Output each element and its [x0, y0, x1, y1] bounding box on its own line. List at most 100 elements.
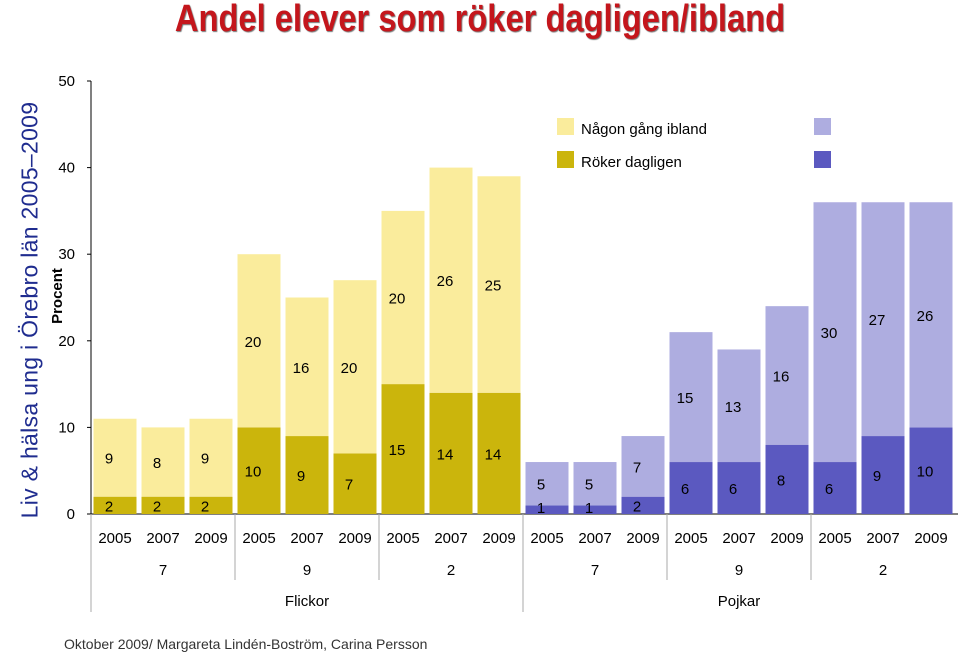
grade-label: 9	[303, 562, 311, 579]
data-label-sometimes: 20	[389, 291, 406, 308]
year-label: 2005	[386, 530, 419, 547]
bar-daily	[429, 392, 473, 514]
year-label: 2009	[338, 530, 371, 547]
bar-sometimes	[93, 418, 137, 497]
chart-title: Andel elever som röker dagligen/ibland	[174, 0, 786, 40]
bar-sometimes	[813, 202, 857, 463]
year-label: 2007	[290, 530, 323, 547]
legend-label: Röker dagligen	[581, 154, 682, 171]
data-label-daily: 15	[389, 442, 406, 459]
year-label: 2005	[98, 530, 131, 547]
year-label: 2009	[194, 530, 227, 547]
data-label-sometimes: 15	[677, 390, 694, 407]
bar-daily	[93, 496, 137, 514]
bar-sometimes	[717, 349, 761, 463]
bar-daily	[285, 436, 329, 514]
bar-sometimes	[429, 167, 473, 393]
legend-swatch-flickor	[557, 118, 574, 135]
data-label-sometimes: 7	[633, 459, 641, 476]
legend-swatch-pojkar	[814, 151, 831, 168]
year-label: 2009	[914, 530, 947, 547]
footer-credit: Oktober 2009/ Margareta Lindén-Boström, …	[64, 636, 428, 652]
year-label: 2005	[818, 530, 851, 547]
year-label: 2009	[626, 530, 659, 547]
data-label-daily: 1	[537, 500, 545, 517]
y-tick-label: 20	[58, 333, 75, 350]
grade-label: 7	[591, 562, 599, 579]
bar-daily	[333, 453, 377, 514]
legend-swatch-pojkar	[814, 118, 831, 135]
data-label-daily: 7	[345, 477, 353, 494]
bars	[93, 167, 953, 514]
legend-swatch-flickor	[557, 151, 574, 168]
grade-label: 2	[879, 562, 887, 579]
bar-daily	[813, 462, 857, 514]
bar-daily	[525, 505, 569, 514]
data-label-daily: 1	[585, 500, 593, 517]
year-label: 2007	[722, 530, 755, 547]
y-tick-label: 50	[58, 73, 75, 90]
legend-label: Någon gång ibland	[581, 121, 707, 138]
gender-label-flickor: Flickor	[285, 593, 329, 610]
gender-label-pojkar: Pojkar	[718, 593, 761, 610]
bar-daily	[717, 462, 761, 514]
bar-daily	[573, 505, 617, 514]
data-label-daily: 14	[437, 446, 454, 463]
data-label-sometimes: 20	[245, 334, 262, 351]
x-axis: 2005 2007 2009 7 2005 2007 2009 9 2005 2007 2009 2 2…	[90, 514, 948, 612]
bar-daily	[861, 436, 905, 514]
year-label: 2005	[530, 530, 563, 547]
data-label-sometimes: 25	[485, 278, 502, 295]
bar-sometimes	[765, 306, 809, 445]
data-label-sometimes: 5	[537, 477, 545, 494]
data-label-daily: 2	[153, 498, 161, 515]
grade-label: 7	[159, 562, 167, 579]
data-label-daily: 14	[485, 446, 502, 463]
grade-label: 2	[447, 562, 455, 579]
data-label-daily: 9	[297, 468, 305, 485]
data-label-daily: 8	[777, 472, 785, 489]
data-label-daily: 6	[729, 481, 737, 498]
bar-sometimes	[621, 436, 665, 497]
bar-sometimes	[237, 254, 281, 428]
data-label-daily: 2	[633, 498, 641, 515]
year-label: 2007	[146, 530, 179, 547]
bar-sometimes	[189, 418, 233, 497]
bar-daily	[909, 427, 953, 514]
year-label: 2007	[866, 530, 899, 547]
year-label: 2007	[578, 530, 611, 547]
data-label-sometimes: 26	[917, 308, 934, 325]
data-labels: 2928291020916720152014261425151527615613…	[105, 273, 934, 517]
bar-sometimes	[861, 202, 905, 437]
bar-sometimes	[381, 210, 425, 385]
year-label: 2005	[674, 530, 707, 547]
data-label-sometimes: 26	[437, 273, 454, 290]
bar-daily	[621, 496, 665, 514]
bar-sometimes	[669, 332, 713, 463]
y-tick-label: 10	[58, 419, 75, 436]
bar-daily	[669, 462, 713, 514]
bar-daily	[189, 496, 233, 514]
data-label-sometimes: 20	[341, 360, 358, 377]
y-tick-label: 40	[58, 160, 75, 177]
data-label-daily: 10	[917, 464, 934, 481]
data-label-sometimes: 16	[293, 360, 310, 377]
y-tick-label: 0	[67, 506, 75, 523]
data-label-daily: 10	[245, 464, 262, 481]
data-label-daily: 9	[873, 468, 881, 485]
data-label-daily: 2	[105, 498, 113, 515]
data-label-daily: 6	[825, 481, 833, 498]
data-label-sometimes: 30	[821, 325, 838, 342]
y-axis-label: Procent	[49, 268, 66, 324]
bar-sometimes	[909, 202, 953, 428]
data-label-sometimes: 8	[153, 455, 161, 472]
bar-daily	[381, 384, 425, 514]
bar-daily	[237, 427, 281, 514]
legend: Någon gång ibland Röker dagligen	[557, 118, 831, 171]
data-label-sometimes: 27	[869, 312, 886, 329]
data-label-sometimes: 5	[585, 477, 593, 494]
data-label-sometimes: 16	[773, 368, 790, 385]
bar-sometimes	[573, 462, 617, 506]
year-label: 2007	[434, 530, 467, 547]
